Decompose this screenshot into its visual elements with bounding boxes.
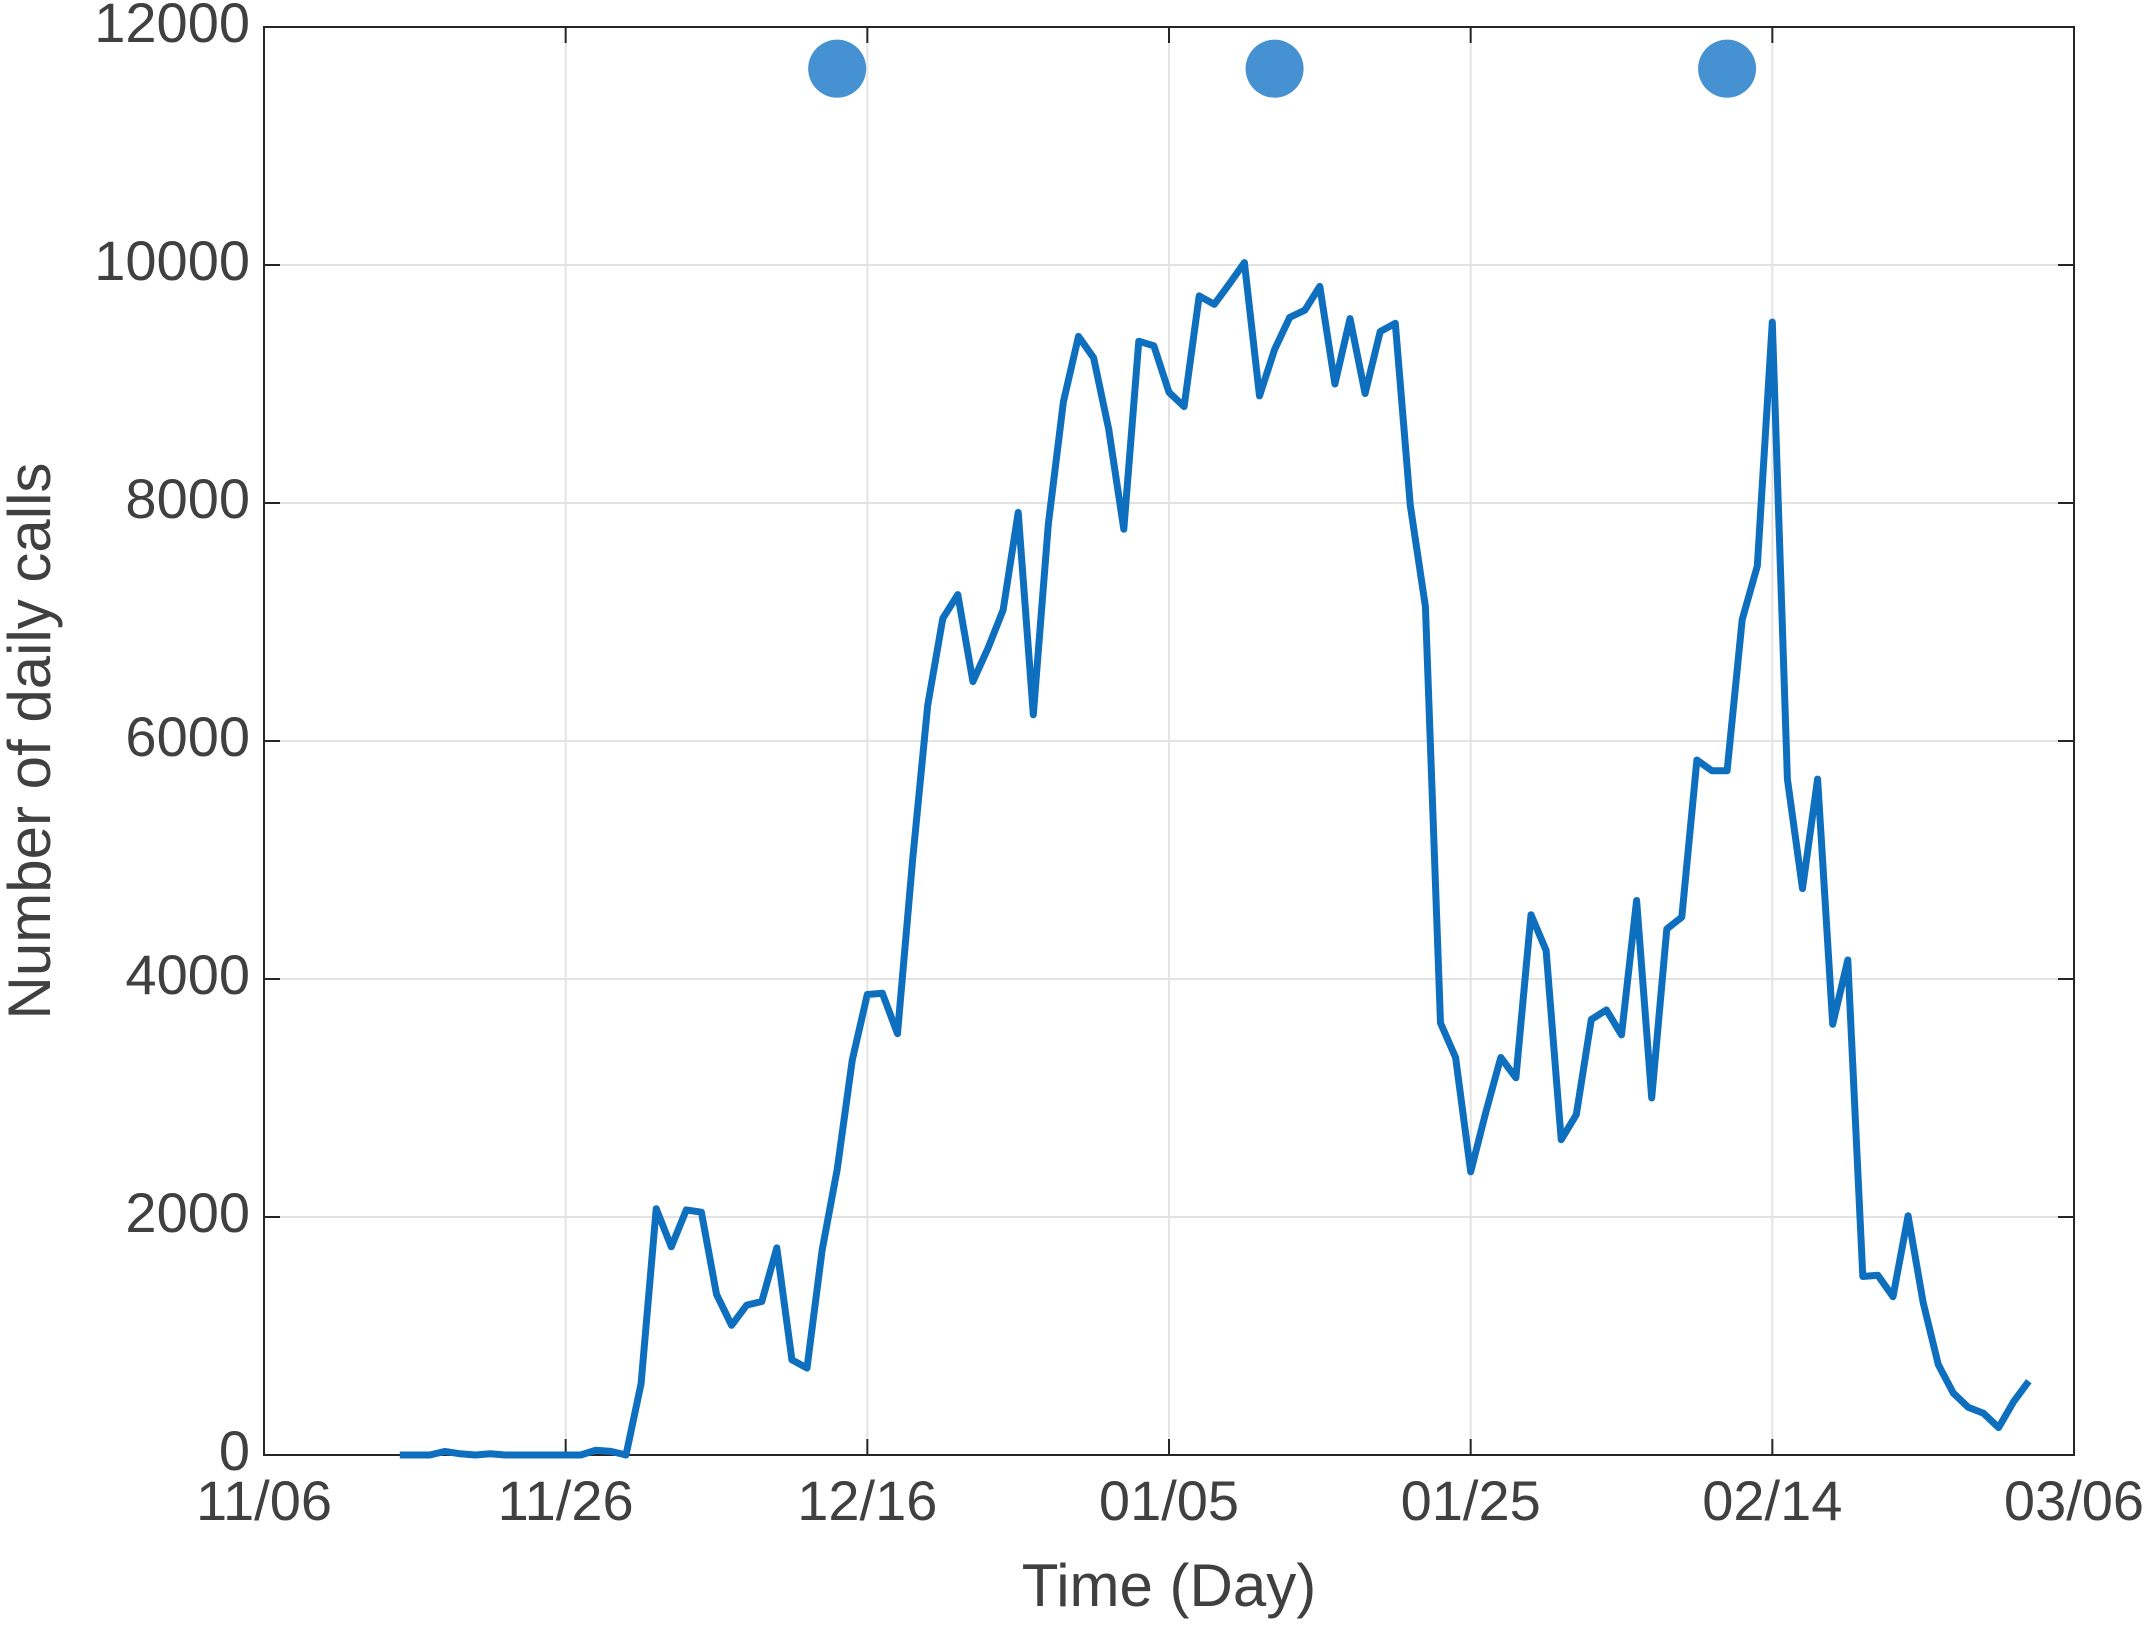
y-axis-title: Number of daily calls — [0, 463, 63, 1020]
data-line — [399, 259, 2032, 1459]
x-tick-label: 03/06 — [2004, 1469, 2144, 1532]
x-axis-title: Time (Day) — [1022, 1552, 1316, 1619]
x-tick-label: 01/25 — [1401, 1469, 1541, 1532]
x-tick-label: 12/16 — [797, 1469, 937, 1532]
marker — [1245, 39, 1304, 98]
y-tick-label: 4000 — [125, 943, 250, 1006]
x-tick-label: 11/06 — [196, 1469, 332, 1532]
y-tick-label: 8000 — [125, 467, 250, 530]
marker — [808, 39, 867, 98]
y-tick-label: 10000 — [94, 229, 250, 292]
x-tick-label: 11/26 — [498, 1469, 634, 1532]
x-tick-label: 01/05 — [1099, 1469, 1239, 1532]
y-tick-label: 0 — [219, 1419, 250, 1482]
y-tick-label: 6000 — [125, 705, 250, 768]
plot-frame — [263, 26, 2075, 1456]
marker — [1698, 39, 1757, 98]
y-tick-label: 12000 — [94, 0, 250, 54]
x-tick-label: 02/14 — [1702, 1469, 1842, 1532]
y-tick-label: 2000 — [125, 1181, 250, 1244]
